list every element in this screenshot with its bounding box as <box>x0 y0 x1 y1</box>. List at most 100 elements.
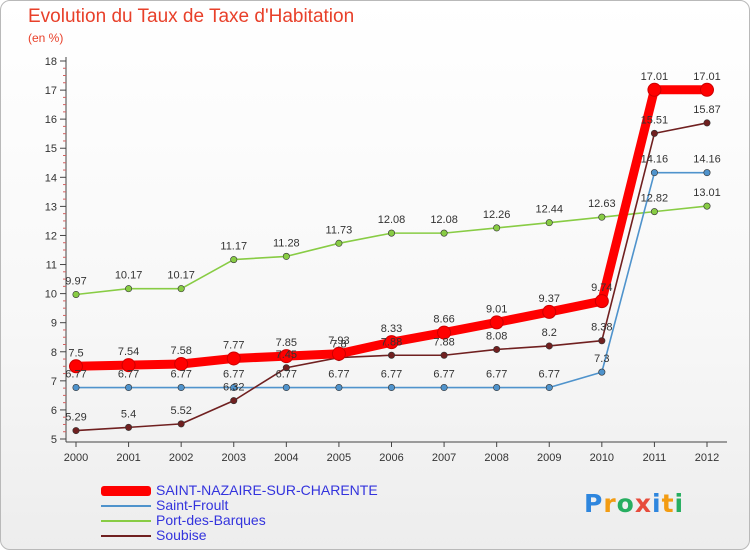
data-point <box>493 345 501 353</box>
x-tick-label: 2004 <box>274 452 298 464</box>
data-label: 5.29 <box>65 412 86 424</box>
chart-axes: 5 6 7 8 9 10 11 12 13 14 15 16 17 18 2000 2001 2002 2003 2… <box>45 56 727 464</box>
data-label: 15.87 <box>693 104 721 116</box>
data-point <box>230 256 238 264</box>
data-point <box>545 342 553 350</box>
data-label: 7.54 <box>118 346 139 358</box>
data-point <box>440 351 448 359</box>
logo-letter: t <box>661 489 675 518</box>
x-tick-label: 2002 <box>169 452 193 464</box>
data-point <box>650 129 658 137</box>
legend-swatch <box>101 486 151 496</box>
data-label: 12.63 <box>588 198 616 210</box>
data-label: 7.88 <box>381 336 402 348</box>
logo-letter: o <box>616 489 635 518</box>
y-tick-label: 5 <box>51 434 57 446</box>
logo-letter: i <box>674 489 685 518</box>
data-point <box>69 359 83 374</box>
x-tick-label: 2011 <box>643 452 667 464</box>
data-point <box>440 384 448 392</box>
data-label: 7.5 <box>68 347 83 359</box>
data-point <box>387 384 395 392</box>
x-tick-label: 2010 <box>590 452 614 464</box>
y-tick-label: 7 <box>51 376 57 388</box>
data-label: 9.97 <box>65 275 86 287</box>
data-label: 7.77 <box>223 339 244 351</box>
data-label: 6.77 <box>539 369 560 381</box>
legend-swatch <box>101 520 151 522</box>
data-label: 12.82 <box>641 193 669 205</box>
data-label: 6.77 <box>433 369 454 381</box>
y-tick-label: 12 <box>45 230 57 242</box>
x-tick-label: 2012 <box>695 452 719 464</box>
data-label: 12.26 <box>483 209 511 221</box>
data-point <box>703 119 711 127</box>
x-tick-label: 2005 <box>327 452 351 464</box>
y-tick-label: 11 <box>46 260 57 272</box>
chart-title: Evolution du Taux de Taxe d'Habitation <box>28 6 355 27</box>
data-point <box>335 239 343 247</box>
data-label: 7.88 <box>433 336 454 348</box>
data-label: 8.33 <box>381 323 402 335</box>
data-point <box>230 384 238 392</box>
data-label: 7.58 <box>170 345 191 357</box>
data-label: 12.08 <box>430 214 458 226</box>
data-label: 6.77 <box>118 369 139 381</box>
data-label: 6.32 <box>223 382 244 394</box>
data-point <box>282 384 290 392</box>
data-label: 8.2 <box>542 327 557 339</box>
y-tick-label: 18 <box>45 56 57 68</box>
data-point <box>437 325 452 340</box>
data-point <box>493 384 501 392</box>
data-point <box>598 368 606 376</box>
proxiti-logo: Proxiti <box>584 489 684 518</box>
legend-swatch <box>101 505 151 507</box>
data-point <box>331 346 346 361</box>
y-tick-label: 17 <box>45 85 57 97</box>
data-label: 7.3 <box>594 353 609 365</box>
y-tick-label: 15 <box>45 143 57 155</box>
y-tick-label: 8 <box>51 347 57 359</box>
data-point <box>177 420 185 428</box>
data-point <box>335 384 343 392</box>
data-point <box>598 337 606 345</box>
data-point <box>542 304 557 319</box>
data-label: 13.01 <box>693 187 721 199</box>
data-label: 14.16 <box>693 154 721 166</box>
data-point <box>72 290 80 298</box>
chart-subtitle: (en %) <box>28 31 64 45</box>
data-label: 6.77 <box>223 369 244 381</box>
data-label: 9.01 <box>486 303 507 315</box>
data-label: 14.16 <box>641 154 669 166</box>
data-label: 6.77 <box>381 369 402 381</box>
data-point <box>125 423 133 431</box>
x-tick-label: 2001 <box>116 452 140 464</box>
legend-label: Saint-Froult <box>156 497 229 513</box>
data-point <box>545 384 553 392</box>
data-points <box>69 82 714 435</box>
data-point <box>177 285 185 293</box>
y-tick-label: 9 <box>51 318 57 330</box>
logo-letter: P <box>584 489 604 518</box>
data-label: 7.45 <box>276 349 297 361</box>
data-point <box>489 315 504 330</box>
data-label: 6.77 <box>486 369 507 381</box>
data-point <box>121 358 136 373</box>
data-label: 11.73 <box>326 224 353 236</box>
data-label: 7.93 <box>328 335 349 347</box>
y-tick-label: 10 <box>45 289 57 301</box>
data-label: 6.77 <box>170 369 191 381</box>
data-label: 8.66 <box>433 314 454 326</box>
logo-letter: x <box>634 489 652 518</box>
data-point <box>282 252 290 260</box>
data-point <box>647 82 662 97</box>
data-point <box>230 397 238 405</box>
legend-swatch <box>101 535 151 537</box>
data-label: 5.4 <box>121 408 136 420</box>
data-point <box>440 229 448 237</box>
data-label: 10.17 <box>167 270 195 282</box>
data-label: 15.51 <box>641 114 669 126</box>
data-point <box>125 285 133 293</box>
data-point <box>174 356 189 371</box>
